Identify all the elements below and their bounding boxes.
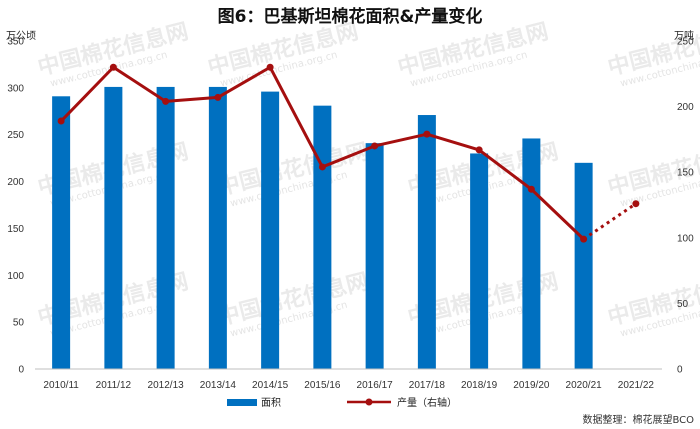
area-bar	[104, 86, 123, 370]
production-point	[580, 235, 588, 243]
right-tick-label: 50	[677, 299, 689, 310]
area-bar	[522, 138, 541, 369]
left-axis-ticks: 0 50 100 150 200 250 300 350	[7, 37, 24, 376]
area-bar	[365, 143, 384, 369]
left-tick-label: 300	[7, 83, 24, 94]
x-tick-label: 2010/11	[43, 380, 79, 391]
right-tick-label: 250	[677, 37, 694, 48]
production-point	[632, 200, 640, 208]
right-tick-label: 0	[677, 365, 683, 376]
production-point	[214, 93, 222, 101]
x-tick-label: 2021/22	[618, 380, 655, 391]
production-point	[527, 185, 535, 193]
area-bar	[574, 162, 593, 369]
x-tick-label: 2011/12	[96, 380, 132, 391]
x-tick-label: 2016/17	[357, 380, 394, 391]
area-bar	[470, 153, 489, 369]
right-axis-ticks: 0 50 100 150 200 250	[677, 37, 694, 376]
left-tick-label: 250	[7, 130, 24, 141]
production-point	[57, 117, 65, 125]
left-tick-label: 350	[7, 37, 24, 48]
left-tick-label: 100	[7, 271, 24, 282]
right-axis-unit: 万吨	[674, 29, 694, 42]
left-tick-label: 0	[18, 365, 24, 376]
area-bar	[417, 115, 436, 369]
x-tick-label: 2017/18	[409, 380, 446, 391]
area-bar	[52, 96, 71, 369]
x-tick-label: 2018/19	[461, 380, 498, 391]
legend: 面积 产量（右轴）	[227, 396, 457, 409]
x-tick-label: 2015/16	[304, 380, 341, 391]
production-point	[371, 142, 379, 150]
right-tick-label: 100	[677, 233, 694, 244]
x-tick-label: 2013/14	[200, 380, 237, 391]
x-tick-label: 2019/20	[513, 380, 550, 391]
right-tick-label: 150	[677, 168, 694, 179]
legend-bar-label: 面积	[261, 397, 281, 409]
x-axis-ticks: 2010/11 2011/12 2012/13 2013/14 2014/15 2015/…	[43, 380, 654, 391]
left-axis-unit: 万公顷	[6, 30, 36, 42]
area-bars	[52, 86, 593, 370]
x-tick-label: 2020/21	[566, 380, 603, 391]
chart-title: 图6：巴基斯坦棉花面积&产量变化	[218, 6, 483, 27]
production-point	[318, 163, 326, 171]
production-point	[475, 146, 483, 154]
area-bar	[261, 91, 280, 369]
production-point	[109, 63, 117, 71]
production-line	[57, 63, 640, 243]
area-bar	[208, 86, 227, 370]
left-tick-label: 200	[7, 177, 24, 188]
legend-bar-swatch	[227, 399, 257, 406]
right-tick-label: 200	[677, 102, 694, 113]
left-tick-label: 150	[7, 224, 24, 235]
left-tick-label: 50	[13, 318, 25, 329]
legend-line-label: 产量（右轴）	[397, 396, 457, 409]
x-tick-label: 2012/13	[148, 380, 185, 391]
production-point	[162, 97, 170, 105]
x-tick-label: 2014/15	[252, 380, 289, 391]
source-note: 数据整理：棉花展望BCO	[582, 413, 694, 426]
area-bar	[156, 86, 175, 370]
area-bar	[313, 105, 332, 370]
production-point	[266, 63, 274, 71]
production-point	[423, 130, 431, 138]
legend-line-marker	[365, 398, 373, 406]
